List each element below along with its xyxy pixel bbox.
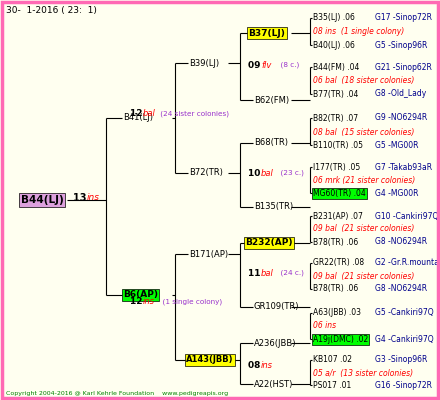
Text: G9 -NO6294R: G9 -NO6294R — [375, 114, 427, 122]
Text: G10 -Cankiri97Q: G10 -Cankiri97Q — [375, 212, 438, 220]
Text: B39(LJ): B39(LJ) — [189, 58, 219, 68]
Text: 08: 08 — [248, 362, 264, 370]
Text: 09: 09 — [248, 60, 264, 70]
Text: G16 -Sinop72R: G16 -Sinop72R — [375, 381, 432, 390]
Text: G4 -Cankiri97Q: G4 -Cankiri97Q — [375, 335, 434, 344]
Text: B171(AP): B171(AP) — [189, 250, 228, 258]
Text: G21 -Sinop62R: G21 -Sinop62R — [375, 63, 432, 72]
Text: B6(AP): B6(AP) — [123, 290, 158, 300]
Text: A63(JBB) .03: A63(JBB) .03 — [313, 308, 361, 317]
Text: B40(LJ) .06: B40(LJ) .06 — [313, 41, 355, 50]
Text: B232(AP): B232(AP) — [245, 238, 293, 248]
Text: 08 bal  (15 sister colonies): 08 bal (15 sister colonies) — [313, 128, 414, 136]
Text: B44(LJ): B44(LJ) — [21, 195, 63, 205]
Text: A143(JBB): A143(JBB) — [186, 356, 234, 364]
Text: (24 sister colonies): (24 sister colonies) — [158, 111, 229, 117]
Text: G5 -Cankiri97Q: G5 -Cankiri97Q — [375, 308, 434, 317]
Text: G2 -Gr.R.mounta: G2 -Gr.R.mounta — [375, 258, 439, 267]
Text: Copyright 2004-2016 @ Karl Kehrle Foundation    www.pedigreapis.org: Copyright 2004-2016 @ Karl Kehrle Founda… — [6, 390, 228, 396]
Text: B78(TR) .06: B78(TR) .06 — [313, 238, 358, 246]
Text: MG60(TR) .04: MG60(TR) .04 — [313, 189, 366, 198]
Text: B77(TR) .04: B77(TR) .04 — [313, 90, 358, 98]
Text: 12: 12 — [130, 298, 146, 306]
Text: A236(JBB): A236(JBB) — [254, 338, 297, 348]
Text: GR109(TR): GR109(TR) — [254, 302, 300, 312]
Text: G5 -MG00R: G5 -MG00R — [375, 141, 418, 150]
Text: A19j(DMC) .02: A19j(DMC) .02 — [313, 335, 368, 344]
Text: 10: 10 — [248, 168, 264, 178]
Text: 05 a/r  (13 sister colonies): 05 a/r (13 sister colonies) — [313, 369, 413, 378]
Text: B37(LJ): B37(LJ) — [249, 28, 286, 38]
Text: G3 -Sinop96R: G3 -Sinop96R — [375, 356, 427, 364]
Text: 09 bal  (21 sister colonies): 09 bal (21 sister colonies) — [313, 224, 414, 233]
Text: B44(FM) .04: B44(FM) .04 — [313, 63, 359, 72]
Text: A22(HST): A22(HST) — [254, 380, 293, 388]
Text: 06 bal  (18 sister colonies): 06 bal (18 sister colonies) — [313, 76, 414, 84]
Text: 13: 13 — [73, 193, 90, 203]
Text: G8 -NO6294R: G8 -NO6294R — [375, 284, 427, 293]
Text: flv: flv — [261, 60, 271, 70]
Text: G17 -Sinop72R: G17 -Sinop72R — [375, 14, 432, 22]
Text: bal: bal — [143, 110, 156, 118]
Text: ins: ins — [143, 298, 155, 306]
Text: 09 bal  (21 sister colonies): 09 bal (21 sister colonies) — [313, 272, 414, 280]
Text: B78(TR) .06: B78(TR) .06 — [313, 284, 358, 293]
Text: G7 -Takab93aR: G7 -Takab93aR — [375, 163, 432, 172]
Text: 30-  1-2016 ( 23:  1): 30- 1-2016 ( 23: 1) — [6, 6, 97, 14]
Text: G5 -Sinop96R: G5 -Sinop96R — [375, 41, 427, 50]
Text: B72(TR): B72(TR) — [189, 168, 223, 178]
Text: GR22(TR) .08: GR22(TR) .08 — [313, 258, 364, 267]
Text: B110(TR) .05: B110(TR) .05 — [313, 141, 363, 150]
Text: 06 mrk (21 sister colonies): 06 mrk (21 sister colonies) — [313, 176, 415, 184]
Text: B135(TR): B135(TR) — [254, 202, 293, 212]
Text: bal: bal — [261, 168, 274, 178]
Text: B68(TR): B68(TR) — [254, 138, 288, 148]
Text: (8 c.): (8 c.) — [276, 62, 299, 68]
Text: B41(LJ): B41(LJ) — [123, 114, 153, 122]
Text: ins: ins — [261, 362, 273, 370]
Text: 12: 12 — [130, 110, 146, 118]
Text: (23 c.): (23 c.) — [276, 170, 304, 176]
Text: (24 c.): (24 c.) — [276, 270, 304, 276]
Text: PS017 .01: PS017 .01 — [313, 381, 351, 390]
Text: I177(TR) .05: I177(TR) .05 — [313, 163, 360, 172]
Text: ins: ins — [87, 194, 100, 202]
Text: 11: 11 — [248, 268, 264, 278]
Text: B35(LJ) .06: B35(LJ) .06 — [313, 14, 355, 22]
Text: G8 -NO6294R: G8 -NO6294R — [375, 238, 427, 246]
Text: B82(TR) .07: B82(TR) .07 — [313, 114, 358, 122]
Text: KB107 .02: KB107 .02 — [313, 356, 352, 364]
Text: bal: bal — [261, 268, 274, 278]
Text: (1 single colony): (1 single colony) — [158, 299, 222, 305]
Text: B231(AP) .07: B231(AP) .07 — [313, 212, 363, 220]
Text: G8 -Old_Lady: G8 -Old_Lady — [375, 90, 426, 98]
Text: B62(FM): B62(FM) — [254, 96, 289, 104]
Text: 06 ins: 06 ins — [313, 322, 336, 330]
Text: 08 ins  (1 single colony): 08 ins (1 single colony) — [313, 28, 404, 36]
Text: G4 -MG00R: G4 -MG00R — [375, 189, 418, 198]
